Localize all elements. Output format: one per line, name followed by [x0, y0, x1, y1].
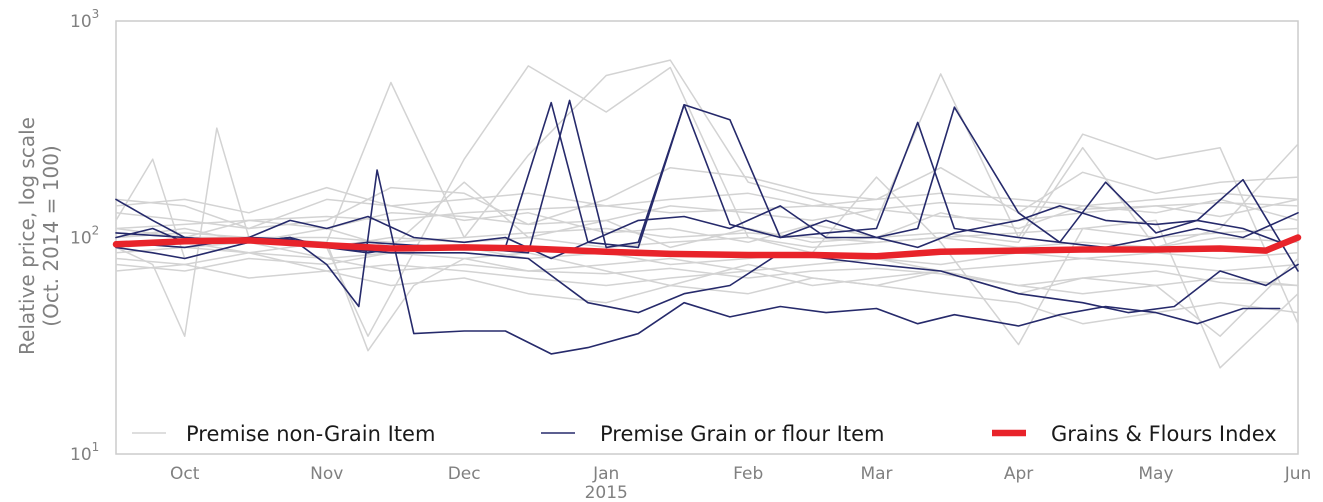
y-tick-label-1: 102 — [70, 224, 99, 249]
x-tick-label-may: May — [1138, 464, 1173, 484]
y-axis-label: Relative price, log scale — [15, 117, 39, 355]
x-tick-label-mar: Mar — [860, 464, 892, 484]
y-tick-label-0: 101 — [70, 440, 99, 465]
series-line-non-grain-4 — [115, 252, 1299, 287]
series-line-non-grain-14 — [115, 241, 1299, 352]
x-tick-sublabel-year: 2015 — [585, 483, 628, 502]
series-line-grain-4 — [115, 205, 1299, 260]
series-layer — [115, 59, 1299, 369]
legend-label-3: Grains & Flours Index — [1051, 422, 1277, 446]
series-line-non-grain-12 — [115, 252, 1299, 272]
series-line-grain-2 — [115, 169, 1281, 355]
x-tick-label-apr: Apr — [1004, 464, 1033, 484]
x-tick-label-nov: Nov — [310, 464, 343, 484]
legend-label-1: Premise non-Grain Item — [186, 422, 435, 446]
series-line-non-grain-15 — [115, 201, 1299, 230]
legend: Premise non-Grain Item Premise Grain or f… — [132, 422, 1277, 446]
x-tick-label-feb: Feb — [733, 464, 763, 484]
series-line-non-grain-1 — [115, 59, 1299, 325]
series-line-non-grain-9 — [115, 198, 1299, 239]
legend-label-2: Premise Grain or flour Item — [600, 422, 884, 446]
series-line-index — [112, 234, 1302, 260]
y-axis-label-sub: (Oct. 2014 = 100) — [39, 145, 63, 326]
series-line-non-grain-13 — [115, 186, 1299, 214]
x-tick-label-jun: Jun — [1284, 464, 1312, 484]
index-layer — [112, 234, 1302, 260]
x-tick-label-jan: Jan — [592, 464, 619, 484]
y-axis-ticks: 101 102 103 — [70, 7, 99, 465]
x-tick-label-dec: Dec — [448, 464, 481, 484]
series-line-non-grain-16 — [115, 263, 1299, 295]
x-tick-label-oct: Oct — [170, 464, 200, 484]
y-tick-label-2: 103 — [70, 7, 99, 32]
series-line-non-grain-2 — [115, 65, 1299, 369]
series-line-non-grain-11 — [115, 227, 1299, 244]
